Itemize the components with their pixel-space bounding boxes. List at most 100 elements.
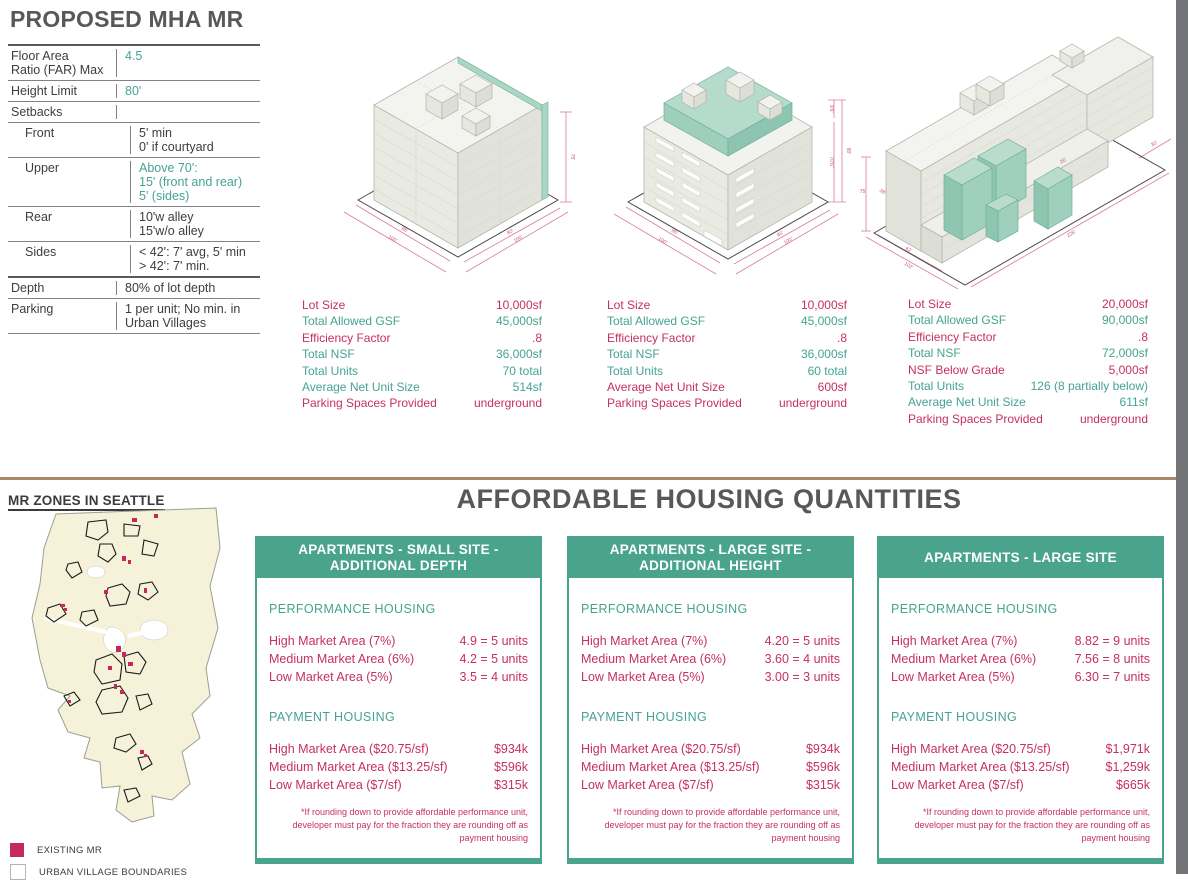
svg-text:9'6": 9'6" [828, 105, 834, 114]
card-body: PERFORMANCE HOUSING High Market Area (7%… [879, 602, 1162, 845]
balcony-notches [655, 136, 755, 247]
dimension-lines [343, 111, 572, 273]
rooftop-boxes [959, 43, 1085, 116]
card-body: PERFORMANCE HOUSING High Market Area (7%… [569, 602, 852, 845]
legend-existing-mr: EXISTING MR [10, 843, 102, 857]
stat-row: Efficiency Factor .8 [302, 330, 542, 345]
svg-text:38': 38' [878, 188, 887, 196]
table-row: Upper Above 70': 15' (front and rear) 5' … [8, 158, 260, 207]
section-divider [0, 477, 1176, 480]
table-row: Height Limit 80' [8, 81, 260, 102]
row-value: 4.5 [125, 49, 143, 63]
axon-diagram-large-site: 75' 38' 62' 102' 228' 26' 30' [860, 36, 1172, 290]
data-row: Low Market Area ($7/sf) $315k [269, 778, 528, 792]
performance-rows: High Market Area (7%) 4.9 = 5 units Mediu… [269, 632, 528, 686]
table-row: Setbacks [8, 102, 260, 123]
data-row: High Market Area ($20.75/sf) $1,971k [891, 742, 1150, 756]
svg-text:70'6": 70'6" [828, 156, 834, 167]
svg-text:100': 100' [657, 236, 668, 246]
row-value [117, 105, 260, 119]
legend-urban-village-boundaries: URBAN VILLAGE BOUNDARIES [10, 864, 187, 880]
stat-row: NSF Below Grade 5,000sf [908, 362, 1148, 377]
dimension-labels: 75' 38' 62' 102' 228' 26' 30' [860, 140, 1159, 271]
row-value: 10'w alley 15'w/o alley [139, 210, 204, 238]
stat-row: Total NSF 36,000sf [302, 347, 542, 362]
stat-row: Lot Size 20,000sf [908, 297, 1148, 311]
stat-row: Total Units 126 (8 partially below) [908, 379, 1148, 394]
data-row: High Market Area (7%) 8.82 = 9 units [891, 634, 1150, 648]
table-row: Rear 10'w alley 15'w/o alley [8, 207, 260, 242]
data-row: Medium Market Area ($13.25/sf) $596k [269, 760, 528, 774]
stat-row: Total NSF 72,000sf [908, 346, 1148, 361]
row-value: 5' min 0' if courtyard [139, 126, 214, 154]
urban-village-boundaries [45, 519, 159, 803]
row-label: Depth [8, 281, 117, 295]
housing-card-large-site-additional-height: APARTMENTS - LARGE SITE - ADDITIONAL HEI… [567, 536, 854, 864]
performance-rows: High Market Area (7%) 4.20 = 5 units Medi… [581, 632, 840, 686]
rooftop-boxes [425, 74, 493, 137]
data-row: Medium Market Area (6%) 3.60 = 4 units [581, 652, 840, 666]
footnote: *If rounding down to provide affordable … [292, 807, 528, 843]
housing-card-small-site-additional-depth: APARTMENTS - SMALL SITE - ADDITIONAL DEP… [255, 536, 542, 864]
stat-row: Total NSF 36,000sf [607, 347, 847, 362]
section-title: AFFORDABLE HOUSING QUANTITIES [456, 484, 962, 514]
svg-text:100': 100' [513, 234, 524, 244]
axon-diagram-large-site-additional-height: 100' 86' 100' 80' 9'6" 70'6" 80' [613, 66, 851, 275]
table-row: Depth 80% of lot depth [8, 278, 260, 299]
svg-text:102': 102' [903, 261, 914, 271]
card-header: APARTMENTS - LARGE SITE - ADDITIONAL HEI… [569, 538, 852, 578]
stat-row: Total Allowed GSF 45,000sf [302, 314, 542, 329]
viewer-background-strip [1176, 0, 1188, 874]
svg-text:228': 228' [1066, 229, 1077, 239]
zoning-standards-table: Floor Area Ratio (FAR) Max 4.5 Height Lim… [8, 44, 260, 334]
svg-text:75': 75' [569, 154, 575, 161]
data-row: Low Market Area (5%) 3.5 = 4 units [269, 670, 528, 684]
dimension-labels: 100' 86' 100' 80' 75' [387, 154, 575, 244]
card-body: PERFORMANCE HOUSING High Market Area (7%… [257, 602, 540, 845]
stat-row: Average Net Unit Size 600sf [607, 380, 847, 395]
map-title: MR ZONES IN SEATTLE [8, 493, 165, 511]
row-label: Setbacks [8, 105, 117, 119]
dimension-lines [613, 99, 846, 275]
stat-row: Total Units 70 total [302, 363, 542, 378]
data-row: Medium Market Area ($13.25/sf) $596k [581, 760, 840, 774]
svg-text:26': 26' [1059, 157, 1068, 165]
payment-housing-title: PAYMENT HOUSING [581, 710, 708, 724]
payment-housing-title: PAYMENT HOUSING [269, 710, 396, 724]
data-row: Low Market Area ($7/sf) $665k [891, 778, 1150, 792]
data-row: Low Market Area ($7/sf) $315k [581, 778, 840, 792]
data-row: Low Market Area (5%) 6.30 = 7 units [891, 670, 1150, 684]
teal-mid-rise-blocks [943, 138, 1073, 243]
housing-card-large-site: APARTMENTS - LARGE SITE PERFORMANCE HOUS… [877, 536, 1164, 864]
row-value: Above 70': 15' (front and rear) 5' (side… [139, 161, 243, 203]
row-label: Front [8, 126, 131, 154]
svg-text:80': 80' [845, 148, 851, 155]
performance-rows: High Market Area (7%) 8.82 = 9 units Medi… [891, 632, 1150, 686]
footnote: *If rounding down to provide affordable … [604, 807, 840, 843]
payment-rows: High Market Area ($20.75/sf) $1,971k Medi… [891, 740, 1150, 794]
data-row: Low Market Area (5%) 3.00 = 3 units [581, 670, 840, 684]
svg-text:62': 62' [904, 246, 913, 254]
dimension-labels: 100' 86' 100' 80' 9'6" 70'6" 80' [657, 105, 851, 246]
payment-rows: High Market Area ($20.75/sf) $934k Medium… [269, 740, 528, 794]
stat-row: Average Net Unit Size 611sf [908, 395, 1148, 410]
svg-text:100': 100' [387, 234, 398, 244]
data-row: High Market Area (7%) 4.20 = 5 units [581, 634, 840, 648]
map-land [31, 507, 221, 823]
floor-lines [373, 80, 543, 238]
stat-row: Efficiency Factor .8 [607, 330, 847, 345]
card-header: APARTMENTS - LARGE SITE [879, 538, 1162, 578]
stat-row: Lot Size 10,000sf [607, 298, 847, 312]
page-title: PROPOSED MHA MR [10, 6, 244, 32]
urban-village-swatch [10, 864, 26, 880]
payment-housing-title: PAYMENT HOUSING [891, 710, 1018, 724]
performance-housing-title: PERFORMANCE HOUSING [891, 602, 1058, 616]
svg-text:30': 30' [1150, 140, 1159, 148]
stat-row: Total Units 60 total [607, 363, 847, 378]
data-row: Medium Market Area ($13.25/sf) $1,259k [891, 760, 1150, 774]
stats-large-site: Lot Size 20,000sf Total Allowed GSF 90,000… [908, 296, 1148, 427]
card-header: APARTMENTS - SMALL SITE - ADDITIONAL DEP… [257, 538, 540, 578]
stats-large-site-additional-height: Lot Size 10,000sf Total Allowed GSF 45,000… [607, 297, 847, 412]
data-row: High Market Area ($20.75/sf) $934k [581, 742, 840, 756]
data-row: Medium Market Area (6%) 4.2 = 5 units [269, 652, 528, 666]
